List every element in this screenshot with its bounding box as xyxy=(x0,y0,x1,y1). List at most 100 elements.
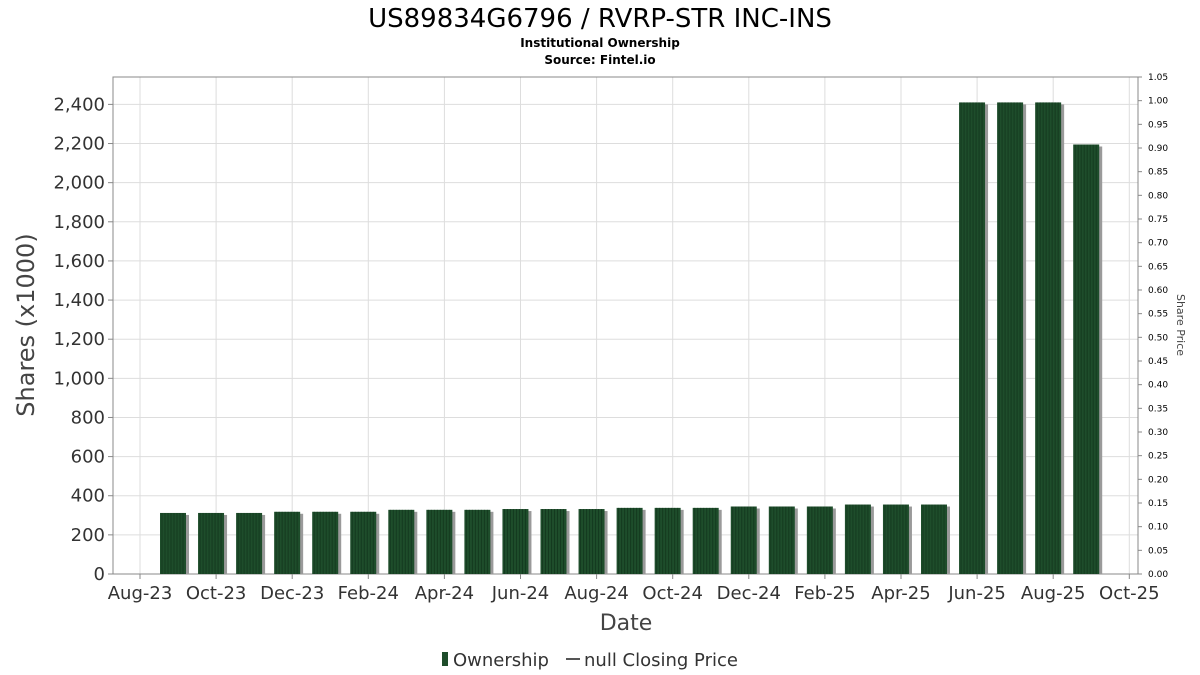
y2-tick-label: 0.65 xyxy=(1148,262,1168,272)
bar xyxy=(312,511,342,574)
y-tick-label: 200 xyxy=(71,525,105,546)
y2-tick-label: 0.25 xyxy=(1148,452,1168,462)
bar xyxy=(350,511,380,574)
y2-tick-label: 0.90 xyxy=(1148,144,1168,154)
bar xyxy=(426,509,456,574)
y-tick-label: 1,000 xyxy=(53,368,105,389)
y2-tick-label: 0.05 xyxy=(1148,546,1168,556)
bar xyxy=(1073,144,1103,574)
y-tick-label: 2,400 xyxy=(53,94,105,115)
y2-tick-label: 0.85 xyxy=(1148,168,1168,178)
bar-body xyxy=(388,509,415,574)
y2-tick-label: 0.35 xyxy=(1148,404,1168,414)
bar xyxy=(1035,102,1065,574)
bar-body xyxy=(882,504,909,574)
bar-body xyxy=(921,504,947,574)
y-tick-label: 1,600 xyxy=(53,251,105,272)
y-tick-label: 1,400 xyxy=(53,290,105,311)
bar xyxy=(236,512,266,574)
bar-body xyxy=(312,511,339,574)
bar-series xyxy=(160,102,1103,574)
bar xyxy=(959,102,989,574)
bar xyxy=(198,512,228,574)
legend-price-label: null Closing Price xyxy=(584,650,738,671)
x-tick-label: Oct-23 xyxy=(186,583,247,604)
x-tick-label: Apr-25 xyxy=(871,583,930,604)
x-tick-label: Oct-24 xyxy=(642,583,703,604)
bar-body xyxy=(502,509,529,574)
x-tick-label: Jun-24 xyxy=(491,583,550,604)
bar-body xyxy=(464,509,491,574)
y-tick-label: 1,800 xyxy=(53,212,105,233)
y-axis-right: 0.00 0.05 0.10 0.15 0.20 0.25 0.30 0.35 0.40 0.45… xyxy=(1138,73,1168,580)
bar-body xyxy=(274,511,301,574)
y2-axis-label: Share Price xyxy=(1174,294,1187,356)
x-axis-label: Date xyxy=(600,611,653,636)
chart-subtitle: Institutional Ownership xyxy=(520,36,680,50)
bar-body xyxy=(692,507,719,574)
x-tick-label: Dec-23 xyxy=(260,583,324,604)
x-tick-label: Dec-24 xyxy=(717,583,781,604)
bar-body xyxy=(997,102,1024,574)
bar xyxy=(997,102,1027,574)
bar xyxy=(160,512,189,574)
bar xyxy=(844,504,874,574)
x-axis: Aug-23 Oct-23 Dec-23 Feb-24 Apr-24 Jun-24 Aug-… xyxy=(108,574,1160,604)
x-tick-label: Jun-25 xyxy=(947,583,1006,604)
bar-body xyxy=(616,507,643,574)
y2-tick-label: 0.45 xyxy=(1148,357,1168,367)
legend-ownership-label: Ownership xyxy=(453,650,549,671)
bar xyxy=(654,507,684,574)
bar xyxy=(502,509,532,574)
bar xyxy=(464,509,494,574)
y2-tick-label: 1.00 xyxy=(1148,97,1168,107)
y2-tick-label: 0.30 xyxy=(1148,428,1168,438)
y2-tick-label: 0.75 xyxy=(1148,215,1168,225)
x-tick-label: Aug-24 xyxy=(564,583,629,604)
y-tick-label: 2,000 xyxy=(53,173,105,194)
bar-body xyxy=(654,507,681,574)
bar xyxy=(540,509,570,574)
x-tick-label: Aug-25 xyxy=(1021,583,1086,604)
bar-body xyxy=(844,504,871,574)
bar-body xyxy=(730,506,757,574)
y-tick-label: 0 xyxy=(94,564,105,585)
y2-tick-label: 0.40 xyxy=(1148,381,1168,391)
bar-body xyxy=(540,509,567,574)
bar-body xyxy=(160,512,186,574)
y-axis-left: 0 200 400 600 800 1,000 1,200 1,400 1,600 1,800 2,… xyxy=(53,94,113,585)
y2-tick-label: 0.60 xyxy=(1148,286,1168,296)
bar xyxy=(882,504,912,574)
bar-body xyxy=(1073,144,1100,574)
legend-ownership-swatch xyxy=(442,652,448,666)
bar-body xyxy=(198,512,225,574)
y2-tick-label: 0.55 xyxy=(1148,310,1168,320)
bar xyxy=(578,509,608,574)
y2-tick-label: 0.10 xyxy=(1148,523,1168,533)
bar-body xyxy=(426,509,453,574)
y-tick-label: 400 xyxy=(71,486,105,507)
bar xyxy=(388,509,418,574)
bar-body xyxy=(1035,102,1062,574)
y2-tick-label: 0.15 xyxy=(1148,499,1168,509)
bar-body xyxy=(768,506,795,574)
legend: Ownership null Closing Price xyxy=(442,650,738,671)
x-tick-label: Apr-24 xyxy=(415,583,474,604)
bar-body xyxy=(350,511,377,574)
bar-body xyxy=(959,102,986,574)
y-tick-label: 2,200 xyxy=(53,134,105,155)
x-tick-label: Aug-23 xyxy=(108,583,173,604)
chart-source: Source: Fintel.io xyxy=(544,53,655,67)
y-tick-label: 800 xyxy=(71,407,105,428)
y2-tick-label: 0.00 xyxy=(1148,570,1168,580)
bar-body xyxy=(578,509,605,574)
bar xyxy=(616,507,646,574)
bar-body xyxy=(806,506,833,574)
y2-tick-label: 0.95 xyxy=(1148,120,1168,130)
bar xyxy=(768,506,798,574)
bar xyxy=(806,506,836,574)
bar xyxy=(274,511,304,574)
y2-tick-label: 0.50 xyxy=(1148,333,1168,343)
chart-title: US89834G6796 / RVRP-STR INC-INS xyxy=(368,4,832,34)
